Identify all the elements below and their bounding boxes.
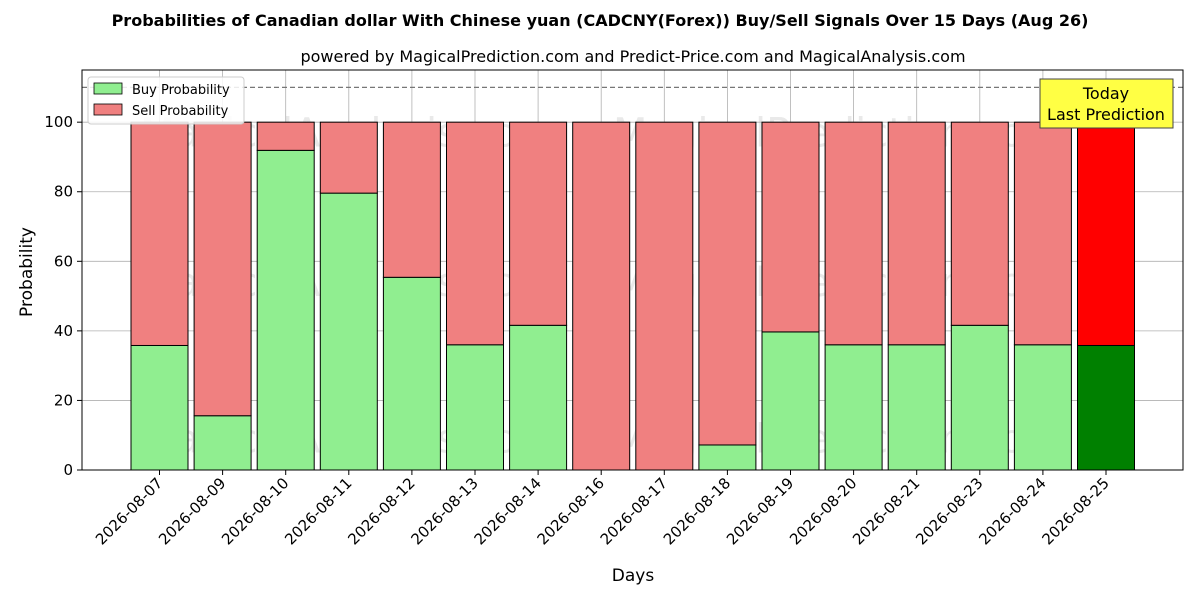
- x-tick-label: 2026-08-18: [660, 474, 734, 548]
- annotation-line1: Today: [1082, 84, 1129, 103]
- legend-label-buy: Buy Probability: [132, 83, 230, 98]
- y-tick-label: 40: [54, 322, 73, 340]
- buy-bar: [446, 344, 504, 471]
- x-tick-label: 2026-08-11: [281, 474, 355, 548]
- x-axis-label: Days: [612, 566, 655, 586]
- sell-bar: [130, 121, 189, 346]
- sell-bar: [1077, 121, 1135, 346]
- sell-bar: [887, 121, 946, 346]
- x-tick-label: 2026-08-16: [534, 474, 608, 548]
- x-tick-label: 2026-08-23: [912, 474, 986, 548]
- buy-bar: [761, 331, 820, 471]
- sell-bar: [761, 121, 820, 333]
- y-tick-label: 80: [54, 183, 73, 201]
- x-tick-label: 2026-08-12: [344, 474, 418, 548]
- x-tick-label: 2026-08-07: [92, 474, 166, 548]
- buy-bar: [193, 415, 252, 471]
- bar-layer: [130, 121, 1135, 471]
- annotation-box: [1039, 78, 1174, 129]
- legend: Buy Probability Sell Probability: [87, 76, 245, 125]
- legend-swatch-buy: [93, 82, 123, 95]
- legend-label-sell: Sell Probability: [132, 104, 229, 119]
- x-tick-label: 2026-08-10: [218, 474, 292, 548]
- x-tick-label: 2026-08-09: [155, 474, 229, 548]
- sell-bar: [635, 121, 694, 471]
- buy-bar: [950, 324, 1009, 471]
- plot-frame: [81, 69, 1184, 471]
- y-axis-label: Probability: [17, 227, 37, 317]
- y-tick-label: 20: [54, 391, 73, 409]
- chart-subtitle: powered by MagicalPrediction.com and Pre…: [300, 47, 965, 66]
- legend-box: [87, 76, 245, 125]
- sell-bar: [1013, 121, 1072, 346]
- buy-bar: [824, 344, 883, 471]
- x-tick-label: 2026-08-25: [1038, 474, 1112, 548]
- x-tick-label: 2026-08-24: [975, 474, 1049, 548]
- y-tick-label: 100: [44, 113, 73, 131]
- buy-bar: [256, 149, 315, 471]
- buy-bar: [887, 344, 946, 471]
- buy-bar: [509, 324, 568, 471]
- sell-bar: [193, 121, 252, 417]
- chart-title: Probabilities of Canadian dollar With Ch…: [112, 11, 1089, 30]
- buy-bar: [130, 344, 189, 471]
- y-tick-label: 60: [54, 252, 73, 270]
- legend-swatch-sell: [93, 103, 123, 116]
- sell-bar: [950, 121, 1009, 326]
- x-tick-label: 2026-08-19: [723, 474, 797, 548]
- x-tick-label: 2026-08-13: [407, 474, 481, 548]
- x-tick-label: 2026-08-14: [471, 474, 545, 548]
- sell-bar: [509, 121, 568, 326]
- buy-bar: [1013, 344, 1072, 471]
- y-tick-label: 0: [63, 461, 73, 479]
- buy-bar: [382, 276, 441, 471]
- buy-bar: [698, 444, 757, 471]
- x-tick-label: 2026-08-20: [786, 474, 860, 548]
- x-tick-label: 2026-08-17: [597, 474, 671, 548]
- today-annotation: Today Last Prediction: [1039, 78, 1174, 129]
- sell-bar: [572, 121, 631, 471]
- sell-bar: [824, 121, 883, 346]
- sell-bar: [256, 121, 315, 151]
- sell-bar: [446, 121, 504, 346]
- sell-bar: [319, 121, 378, 194]
- sell-bar: [382, 121, 441, 278]
- buy-bar: [319, 192, 378, 471]
- sell-bar: [698, 121, 757, 446]
- annotation-line2: Last Prediction: [1047, 105, 1165, 124]
- buy-bar: [1077, 344, 1135, 471]
- x-tick-label: 2026-08-21: [849, 474, 923, 548]
